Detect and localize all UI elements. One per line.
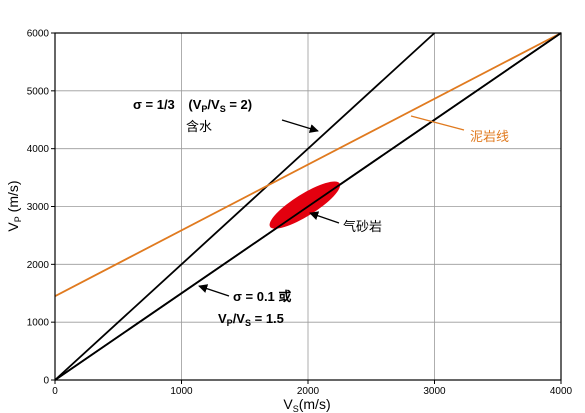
x-tick-label: 3000 [423, 386, 446, 397]
annotation-sigma-third: σ = 1/3 (VP/VS = 2) 含水 [133, 97, 319, 135]
svg-text:σ = 1/3 (VP/VS = 2): σ = 1/3 (VP/VS = 2) [133, 97, 252, 114]
y-axis-title: VP (m/s) [5, 180, 23, 231]
x-tick-label: 4000 [550, 386, 573, 397]
x-tick-label: 2000 [297, 386, 320, 397]
y-tick-label: 2000 [27, 260, 50, 271]
x-axis-ticks: 0 1000 2000 3000 4000 [52, 380, 573, 397]
y-axis-ticks: 0 1000 2000 3000 4000 5000 6000 [27, 29, 55, 387]
arrow-gas-sand [309, 211, 340, 224]
y-tick-label: 4000 [27, 144, 50, 155]
gas-sand-region [54, 32, 562, 381]
x-tick-label: 1000 [170, 386, 193, 397]
arrow-sigma-third [281, 119, 319, 133]
svg-text:气砂岩: 气砂岩 [343, 219, 382, 235]
x-tick-label: 0 [52, 386, 58, 397]
y-tick-label: 3000 [27, 202, 50, 213]
annotation-shale-line: 泥岩线 [410, 115, 509, 145]
svg-text:σ = 0.1 或: σ = 0.1 或 [233, 289, 291, 304]
y-tick-label: 6000 [27, 29, 50, 40]
svg-text:泥岩线: 泥岩线 [470, 130, 509, 145]
series-line-sigma-01-overlay [54, 32, 562, 381]
arrow-sigma-01 [198, 284, 230, 297]
y-tick-label: 1000 [27, 318, 50, 329]
y-tick-label: 5000 [27, 86, 50, 97]
arrow-shale-line [410, 115, 465, 131]
gas-sand-ellipse [269, 181, 341, 229]
svg-text:VP/VS = 1.5: VP/VS = 1.5 [218, 311, 284, 328]
x-axis-title: VS(m/s) [283, 396, 330, 413]
series-line-shale [54, 32, 562, 297]
annotation-sigma-01: σ = 0.1 或 VP/VS = 1.5 [198, 284, 291, 328]
annotation-gas-sand: 气砂岩 [309, 211, 382, 235]
svg-text:含水: 含水 [186, 119, 212, 135]
series-line-sigma-third [54, 32, 436, 381]
y-tick-label: 0 [43, 376, 49, 387]
